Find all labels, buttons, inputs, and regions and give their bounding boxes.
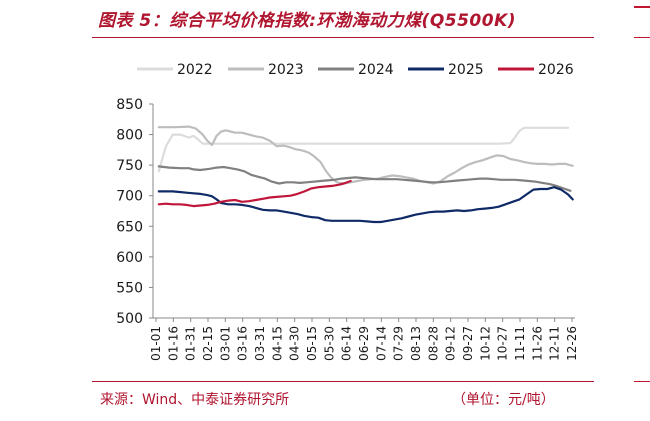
legend-label-2024: 2024 (358, 62, 394, 78)
y-tick-label: 500 (116, 311, 143, 327)
x-tick-label: 10-12 (478, 326, 492, 361)
x-tick-label: 11-11 (513, 326, 527, 361)
series-lines (157, 125, 574, 224)
edge-mark (634, 6, 650, 8)
series-line-2025 (157, 186, 574, 224)
y-axis: 500 550 600 650 700 750 800 850 (116, 97, 154, 327)
x-tick-label: 04-30 (288, 326, 302, 361)
x-tick-label: 08-13 (409, 326, 423, 361)
x-tick-label: 01-31 (184, 326, 198, 361)
y-tick-label: 700 (116, 189, 143, 205)
y-tick-label: 850 (116, 97, 143, 113)
x-axis: 01-01 01-16 01-31 02-15 03-01 03-16 03-31 04-15… (149, 317, 579, 361)
x-tick-label: 08-28 (426, 326, 440, 361)
x-tick-label: 06-14 (340, 326, 354, 361)
legend-label-2025: 2025 (448, 62, 484, 78)
x-tick-label: 07-14 (374, 326, 388, 361)
series-line-2022 (157, 126, 570, 173)
x-tick-label: 06-29 (357, 326, 371, 361)
source-note: 来源：Wind、中泰证券研究所 (100, 389, 289, 409)
x-tick-label: 12-11 (548, 326, 562, 361)
x-tick-label: 01-01 (149, 326, 163, 361)
x-tick-label: 05-30 (322, 326, 336, 361)
legend-label-2023: 2023 (268, 62, 304, 78)
legend-label-2026: 2026 (538, 62, 574, 78)
y-tick-label: 650 (116, 219, 143, 235)
x-tick-label: 03-31 (253, 326, 267, 361)
series-line-2023 (157, 125, 574, 185)
title-rule (92, 37, 594, 38)
x-tick-label: 01-16 (166, 326, 180, 361)
footer-rule (92, 381, 594, 382)
y-tick-label: 800 (116, 128, 143, 144)
edge-rule-bottom (634, 381, 650, 382)
chart-title: 图表 5：综合平均价格指数:环渤海动力煤(Q5500K) (98, 11, 517, 31)
x-tick-label: 03-01 (218, 326, 232, 361)
legend: 2022 2023 2024 2025 2026 (137, 62, 574, 78)
x-tick-label: 09-27 (461, 326, 475, 361)
x-tick-label: 05-15 (305, 326, 319, 361)
source-label: 来源： (100, 392, 142, 408)
x-tick-label: 02-15 (201, 326, 215, 361)
x-tick-label: 09-12 (444, 326, 458, 361)
y-tick-label: 600 (116, 250, 143, 266)
x-tick-label: 12-26 (565, 326, 579, 361)
legend-label-2022: 2022 (177, 62, 213, 78)
y-tick-label: 550 (116, 280, 143, 296)
x-tick-label: 07-29 (392, 326, 406, 361)
source-text: Wind、中泰证券研究所 (142, 392, 290, 408)
x-tick-label: 04-15 (270, 326, 284, 361)
y-tick-label: 750 (116, 158, 143, 174)
edge-rule-top (634, 37, 650, 38)
series-line-2024 (157, 165, 572, 192)
series-line-2026 (157, 179, 352, 208)
x-tick-label: 03-16 (236, 326, 250, 361)
x-tick-label: 10-27 (496, 326, 510, 361)
x-tick-label: 11-26 (530, 326, 544, 361)
unit-note: （单位：元/吨） (452, 392, 555, 408)
